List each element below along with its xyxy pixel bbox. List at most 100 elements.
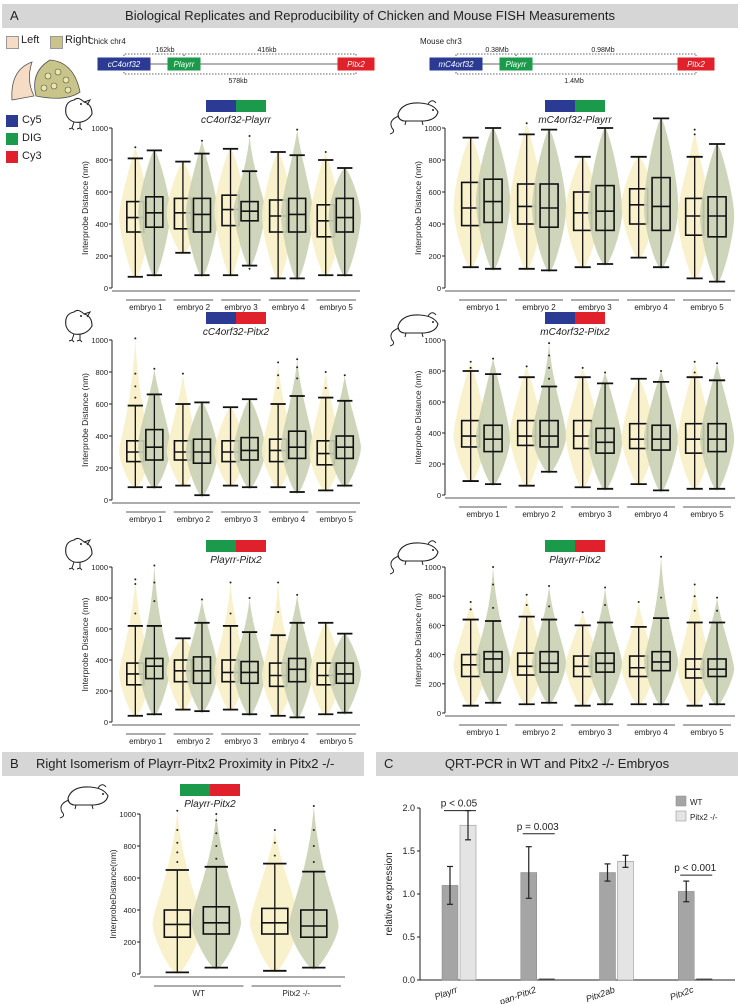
probe-bar-left bbox=[206, 312, 236, 324]
y-tick-label: 200 bbox=[95, 464, 108, 473]
y-axis-label: InterprobeDistance(nm) bbox=[108, 849, 118, 938]
y-tick-label: 1000 bbox=[424, 336, 441, 345]
y-tick-label: 1000 bbox=[424, 563, 441, 572]
chart-title: mC4orf32-Pitx2 bbox=[540, 327, 610, 338]
x-tick-label: embryo 1 bbox=[466, 510, 500, 519]
mouse-tail bbox=[389, 327, 400, 347]
box bbox=[145, 657, 164, 680]
outlier-point bbox=[200, 139, 203, 142]
x-tick-label: embryo 3 bbox=[578, 510, 612, 519]
legend-swatch bbox=[675, 810, 687, 822]
mouse-eye bbox=[102, 793, 104, 795]
x-tick-label: embryo 4 bbox=[272, 515, 306, 524]
y-tick-label: 1000 bbox=[91, 336, 108, 345]
x-tick-label: embryo 4 bbox=[272, 737, 306, 746]
y-tick-label: 0.5 bbox=[402, 932, 415, 942]
cy3-swatch bbox=[6, 151, 18, 163]
side-legend: Left Right bbox=[6, 32, 91, 112]
outlier-point bbox=[134, 146, 137, 149]
chart-title: cC4orf32-Pitx2 bbox=[203, 327, 270, 338]
box bbox=[145, 428, 164, 461]
boxplot-A4: mC4orf32-Pitx2 0 200 400 600 800 1000 Interprob… bbox=[413, 312, 735, 519]
outlier-point bbox=[492, 583, 495, 586]
y-tick-label: 800 bbox=[428, 156, 441, 165]
outlier-point bbox=[324, 387, 327, 389]
mouse-ear bbox=[427, 100, 437, 105]
probe-bar-right bbox=[575, 540, 605, 552]
mouse-tail bbox=[389, 555, 400, 575]
chick-icon bbox=[65, 537, 93, 571]
outlier-point bbox=[660, 555, 663, 558]
embryo-sketch-icon bbox=[11, 59, 81, 101]
outlier-point bbox=[215, 857, 218, 860]
outlier-point bbox=[215, 819, 218, 822]
mouse-feet bbox=[404, 560, 424, 566]
cy5-swatch bbox=[6, 115, 18, 127]
panel-c-title: QRT-PCR in WT and Pitx2 -/- Embryos bbox=[444, 756, 670, 771]
chick-icon bbox=[65, 97, 93, 131]
y-tick-label: 400 bbox=[95, 656, 108, 665]
y-tick-label: 1000 bbox=[91, 563, 108, 572]
box bbox=[707, 422, 727, 453]
y-axis-label: Interprobe Distance (nm) bbox=[80, 597, 90, 691]
outlier-point bbox=[296, 128, 299, 131]
x-tick-label: embryo 3 bbox=[578, 303, 612, 312]
probe-legend: Cy5 DIG Cy3 bbox=[0, 112, 60, 172]
y-tick-label: 200 bbox=[95, 252, 108, 261]
x-tick-label: embryo 5 bbox=[320, 515, 354, 524]
y-tick-label: 600 bbox=[95, 400, 108, 409]
distance-label: 1.4Mb bbox=[564, 78, 584, 85]
barchart-C: 0.0 0.5 1.0 1.5 2.0 relative expression Playrr… bbox=[384, 795, 735, 1004]
y-tick-label: 0 bbox=[437, 284, 441, 293]
outlier-point bbox=[277, 361, 280, 364]
y-tick-label: 800 bbox=[428, 592, 441, 601]
mouse-eye bbox=[432, 549, 434, 551]
outlier-point bbox=[312, 805, 315, 807]
x-tick-label: embryo 5 bbox=[320, 737, 354, 746]
chick-body bbox=[65, 537, 93, 563]
boxplot-A5: Playrr-Pitx2 0 200 400 600 800 1000 Interprobe … bbox=[80, 540, 361, 746]
outlier-point bbox=[469, 360, 472, 363]
boxplot-A1: cC4orf32-Playrr 0 200 400 600 800 1000 Interpro… bbox=[80, 100, 361, 312]
outlier-point bbox=[324, 371, 327, 373]
outlier-point bbox=[693, 133, 696, 136]
outlier-point bbox=[273, 829, 276, 831]
outlier-point bbox=[296, 593, 299, 596]
significance-label: p = 0.003 bbox=[517, 822, 559, 833]
outlier-point bbox=[273, 854, 276, 857]
y-tick-label: 1.0 bbox=[402, 889, 415, 899]
x-tick-label: embryo 1 bbox=[466, 728, 500, 737]
panel-b-banner: B Right Isomerism of Playrr-Pitx2 Proxim… bbox=[2, 752, 364, 776]
probe-bar-left bbox=[545, 100, 575, 112]
boxplot-B: Playrr-Pitx2 0 200 400 600 800 1000 InterprobeD… bbox=[108, 784, 345, 998]
left-label: Left bbox=[21, 34, 40, 46]
probe-bar-left bbox=[180, 784, 210, 796]
mouse-body bbox=[397, 314, 439, 334]
box bbox=[651, 424, 671, 451]
y-axis-label: relative expression bbox=[384, 852, 395, 935]
mouse-icon bbox=[389, 312, 439, 347]
outlier-point bbox=[716, 362, 719, 365]
outlier-point bbox=[134, 337, 137, 340]
outlier-point bbox=[229, 612, 232, 615]
x-tick-label: embryo 2 bbox=[522, 728, 556, 737]
outlier-point bbox=[604, 603, 607, 606]
mouse-icon bbox=[389, 100, 439, 135]
y-tick-label: 800 bbox=[123, 842, 136, 851]
distance-label: 578kb bbox=[228, 78, 247, 85]
outlier-point bbox=[153, 564, 156, 567]
outlier-point bbox=[248, 267, 251, 270]
outlier-point bbox=[604, 586, 607, 589]
probe-bar-right bbox=[575, 312, 605, 324]
mouse-ear bbox=[427, 312, 437, 317]
y-tick-label: 400 bbox=[95, 432, 108, 441]
y-axis-label: Interprobe Distance (nm) bbox=[80, 373, 90, 467]
y-tick-label: 200 bbox=[428, 460, 441, 469]
y-tick-label: 400 bbox=[95, 220, 108, 229]
boxplot-A6: Playrr-Pitx2 0 200 400 600 800 1000 Interprobe … bbox=[413, 540, 735, 737]
probe-bar-left bbox=[545, 312, 575, 324]
outlier-point bbox=[153, 367, 156, 370]
outlier-point bbox=[693, 128, 696, 131]
y-tick-label: 800 bbox=[95, 594, 108, 603]
chart-title: cC4orf32-Playrr bbox=[201, 115, 272, 126]
